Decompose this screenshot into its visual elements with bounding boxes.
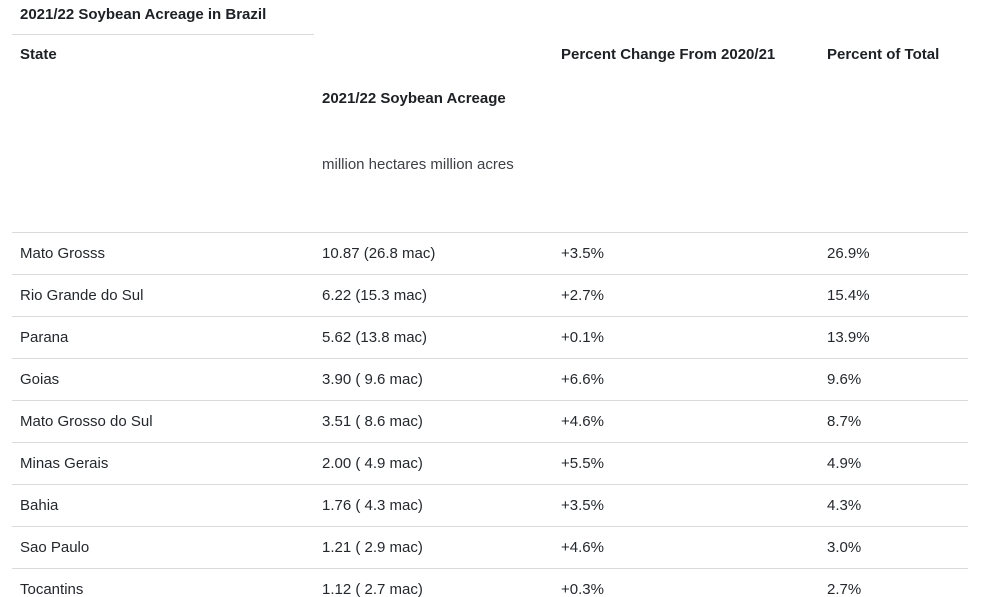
cell-state: Parana: [12, 316, 314, 359]
table-row: Bahia 1.76 ( 4.3 mac) +3.5% 4.3%: [12, 484, 968, 527]
col-header-acreage-label: 2021/22 Soybean Acreage: [322, 89, 506, 107]
cell-acreage: 2.00 ( 4.9 mac): [314, 442, 553, 485]
cell-acreage: 1.12 ( 2.7 mac): [314, 568, 553, 597]
cell-state: Goias: [12, 358, 314, 401]
table-title: 2021/22 Soybean Acreage in Brazil: [12, 4, 314, 35]
table-title-row: 2021/22 Soybean Acreage in Brazil: [12, 4, 968, 35]
cell-pct-total: 2.7%: [819, 568, 968, 597]
col-header-pct-total: Percent of Total: [819, 34, 968, 233]
cell-pct-total: 4.3%: [819, 484, 968, 527]
cell-pct-total: 4.9%: [819, 442, 968, 485]
table-row: Goias 3.90 ( 9.6 mac) +6.6% 9.6%: [12, 358, 968, 401]
table-row: Parana 5.62 (13.8 mac) +0.1% 13.9%: [12, 316, 968, 359]
cell-pct-total: 15.4%: [819, 274, 968, 317]
cell-pct-change: +0.3%: [553, 568, 819, 597]
cell-pct-total: 9.6%: [819, 358, 968, 401]
cell-state: Mato Grosso do Sul: [12, 400, 314, 443]
cell-pct-change: +3.5%: [553, 232, 819, 275]
cell-pct-change: +4.6%: [553, 526, 819, 569]
cell-pct-total: 3.0%: [819, 526, 968, 569]
cell-acreage: 5.62 (13.8 mac): [314, 316, 553, 359]
cell-acreage: 3.51 ( 8.6 mac): [314, 400, 553, 443]
cell-acreage: 1.76 ( 4.3 mac): [314, 484, 553, 527]
cell-pct-change: +2.7%: [553, 274, 819, 317]
cell-state: Mato Grosss: [12, 232, 314, 275]
table-row: Mato Grosso do Sul 3.51 ( 8.6 mac) +4.6%…: [12, 400, 968, 443]
cell-pct-change: +5.5%: [553, 442, 819, 485]
cell-state: Rio Grande do Sul: [12, 274, 314, 317]
table-row: Sao Paulo 1.21 ( 2.9 mac) +4.6% 3.0%: [12, 526, 968, 569]
cell-acreage: 1.21 ( 2.9 mac): [314, 526, 553, 569]
col-header-pct-change: Percent Change From 2020/21: [553, 34, 819, 233]
cell-state: Minas Gerais: [12, 442, 314, 485]
col-header-acreage-units: million hectares million acres: [322, 155, 514, 173]
cell-pct-change: +0.1%: [553, 316, 819, 359]
cell-acreage: 6.22 (15.3 mac): [314, 274, 553, 317]
cell-pct-change: +6.6%: [553, 358, 819, 401]
cell-state: Bahia: [12, 484, 314, 527]
table-header-row: State 2021/22 Soybean Acreage million he…: [12, 34, 968, 233]
table-row: Tocantins 1.12 ( 2.7 mac) +0.3% 2.7%: [12, 568, 968, 597]
cell-state: Tocantins: [12, 568, 314, 597]
col-header-acreage: 2021/22 Soybean Acreage million hectares…: [314, 34, 553, 233]
cell-pct-total: 8.7%: [819, 400, 968, 443]
table-row: Mato Grosss 10.87 (26.8 mac) +3.5% 26.9%: [12, 232, 968, 275]
cell-acreage: 3.90 ( 9.6 mac): [314, 358, 553, 401]
cell-pct-change: +3.5%: [553, 484, 819, 527]
soybean-acreage-table: 2021/22 Soybean Acreage in Brazil State …: [12, 4, 968, 597]
col-header-state: State: [12, 34, 314, 233]
cell-pct-total: 13.9%: [819, 316, 968, 359]
cell-pct-total: 26.9%: [819, 232, 968, 275]
cell-acreage: 10.87 (26.8 mac): [314, 232, 553, 275]
cell-pct-change: +4.6%: [553, 400, 819, 443]
table-row: Minas Gerais 2.00 ( 4.9 mac) +5.5% 4.9%: [12, 442, 968, 485]
cell-state: Sao Paulo: [12, 526, 314, 569]
table-row: Rio Grande do Sul 6.22 (15.3 mac) +2.7% …: [12, 274, 968, 317]
